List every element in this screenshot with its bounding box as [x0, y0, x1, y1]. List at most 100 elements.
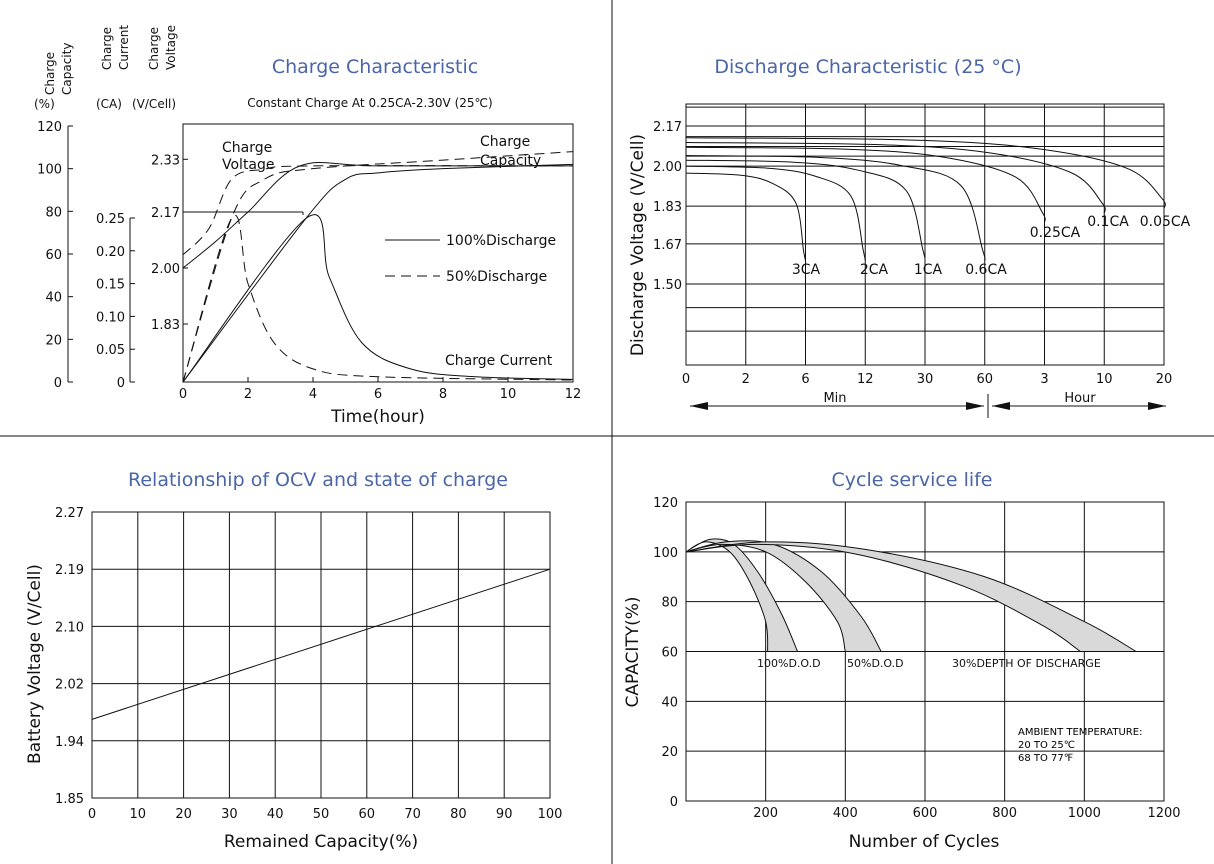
x-tick-label: 2	[244, 387, 252, 402]
x-tick-label: 60	[976, 372, 993, 387]
x-tick-label: 800	[992, 806, 1017, 821]
annotation-charge-current: Charge Current	[445, 353, 553, 369]
curve-rate-label: 1CA	[914, 262, 943, 278]
discharge-curve	[685, 142, 1106, 214]
y-tick-label: 0	[670, 795, 678, 810]
current-tick-label: 0.05	[96, 343, 125, 358]
label-100-dod: 100%D.O.D	[757, 657, 821, 670]
axis-current-unit: (CA)	[96, 97, 122, 111]
x-tick-label: 90	[496, 807, 513, 822]
x-tick-label: 100	[538, 807, 563, 822]
series-line-charge-current-50	[182, 214, 574, 383]
label-30-dod: 30%DEPTH OF DISCHARGE	[952, 657, 1101, 670]
time-range-arrows: Min Hour	[690, 391, 1166, 418]
current-tick-label: 0.10	[96, 310, 125, 325]
voltage-tick-label: 2.17	[151, 206, 180, 221]
curve-rate-label: 2CA	[860, 262, 889, 278]
curve-rate-label: 3CA	[792, 262, 821, 278]
axis-ticks: 200 400 600 800 1000 1200 0 20 40 60 80 100 120	[653, 496, 1180, 821]
x-tick-label: 80	[450, 807, 467, 822]
capacity-tick-label: 0	[54, 376, 62, 391]
x-tick-label: 30	[917, 372, 934, 387]
series-line-charge-voltage-50	[182, 165, 574, 256]
y-tick-label: 1.85	[55, 792, 84, 807]
note-line-1: AMBIENT TEMPERATURE:	[1018, 727, 1142, 738]
x-tick-label: 10	[500, 387, 517, 402]
y-axes: 0 20 40 60 80 100 120 0 0.05 0.10 0.15 0.20 0.25 1.83…	[37, 120, 304, 391]
y-tick-label: 1.83	[653, 200, 682, 215]
x-tick-label: 6	[801, 372, 809, 387]
y-tick-label: 2.02	[55, 678, 84, 693]
annotation-charge-capacity-1: Charge	[480, 134, 530, 150]
chart-subtitle: Constant Charge At 0.25CA-2.30V (25℃)	[247, 96, 492, 110]
discharge-curve	[685, 159, 926, 261]
x-tick-label: 0	[682, 372, 690, 387]
x-tick-label: 3	[1040, 372, 1048, 387]
annotation-charge-voltage-2: Voltage	[222, 157, 275, 173]
legend-label-100: 100%Discharge	[446, 233, 556, 249]
arrow-head	[690, 402, 708, 410]
chart-title: Cycle service life	[832, 469, 993, 491]
axis-voltage-label-2: Voltage	[164, 25, 178, 70]
current-tick-label: 0.20	[96, 245, 125, 260]
axis-ticks: 0 2 6 12 30 60 3 10 20 1.50 1.67 1.83 2.00 2.17	[653, 120, 1172, 387]
cycle-life-band	[685, 541, 1138, 652]
series-group	[685, 538, 1138, 652]
axis-ticks: 0 10 20 30 40 50 60 70 80 90 100 1.85 1.94 2.02 2.10 2.…	[55, 506, 562, 822]
capacity-tick-label: 120	[37, 120, 62, 135]
arrow-head	[1148, 402, 1166, 410]
curve-rate-label: 0.6CA	[965, 262, 1007, 278]
voltage-tick-label: 2.33	[151, 153, 180, 168]
curve-rate-label: 0.05CA	[1140, 214, 1191, 230]
y-tick-label: 1.94	[55, 735, 84, 750]
curve-rate-label: 0.1CA	[1087, 214, 1129, 230]
y-tick-label: 2.19	[55, 563, 84, 578]
ocv-line	[91, 568, 551, 720]
x-tick-label: 200	[753, 806, 778, 821]
x-tick-label: 600	[913, 806, 938, 821]
capacity-tick-label: 80	[45, 205, 62, 220]
capacity-tick-label: 60	[45, 248, 62, 263]
x-tick-label: 10	[1096, 372, 1113, 387]
series-line-charge-current-100	[182, 214, 574, 383]
x-tick-label: 8	[439, 387, 447, 402]
x-axis-label: Remained Capacity(%)	[224, 832, 418, 852]
series-group: 3CA 2CA 1CA 0.6CA 0.25CA 0.1CA 0.05CA	[685, 137, 1191, 278]
series-line-charge-capacity-50	[182, 151, 574, 383]
y-tick-label: 80	[661, 596, 678, 611]
current-tick-label: 0	[117, 376, 125, 391]
note-line-2: 20 TO 25℃	[1018, 740, 1075, 751]
x-tick-label: 0	[88, 807, 96, 822]
series-group	[182, 151, 574, 383]
note-line-3: 68 TO 77℉	[1018, 753, 1073, 764]
axis-voltage-unit: (V/Cell)	[132, 97, 176, 111]
x-tick-label: 60	[359, 807, 376, 822]
capacity-tick-label: 40	[45, 291, 62, 306]
capacity-tick-label: 100	[37, 163, 62, 178]
y-axis-label: Battery Voltage (V/Cell)	[25, 564, 45, 764]
x-tick-label: 12	[565, 387, 582, 402]
x-tick-label: 50	[313, 807, 330, 822]
grid-lines	[92, 512, 550, 798]
axis-current-label-2: Current	[117, 25, 131, 70]
axis-capacity-label-2: Capacity	[60, 43, 74, 95]
x-tick-label: 2	[742, 372, 750, 387]
x-tick-label: 30	[221, 807, 238, 822]
annotation-charge-capacity-2: Capacity	[480, 153, 541, 169]
curve-rate-label: 0.25CA	[1030, 225, 1081, 241]
legend-label-50: 50%Discharge	[446, 269, 547, 285]
y-tick-label: 2.17	[653, 120, 682, 135]
y-tick-label: 120	[653, 496, 678, 511]
x-axis-ticks: 0 2 4 6 8 10 12	[179, 377, 581, 402]
y-tick-label: 20	[661, 745, 678, 760]
y-tick-label: 1.50	[653, 278, 682, 293]
grid-lines	[686, 104, 1164, 365]
x-tick-label: 400	[833, 806, 858, 821]
charge-characteristic-chart: Charge Characteristic Constant Charge At…	[34, 25, 581, 427]
chart-title: Discharge Characteristic (25 °C)	[714, 56, 1021, 78]
axis-voltage-label-1: Charge	[147, 27, 161, 70]
discharge-curve	[685, 172, 806, 261]
x-axis-label: Number of Cycles	[849, 832, 1000, 852]
x-tick-label: 0	[179, 387, 187, 402]
